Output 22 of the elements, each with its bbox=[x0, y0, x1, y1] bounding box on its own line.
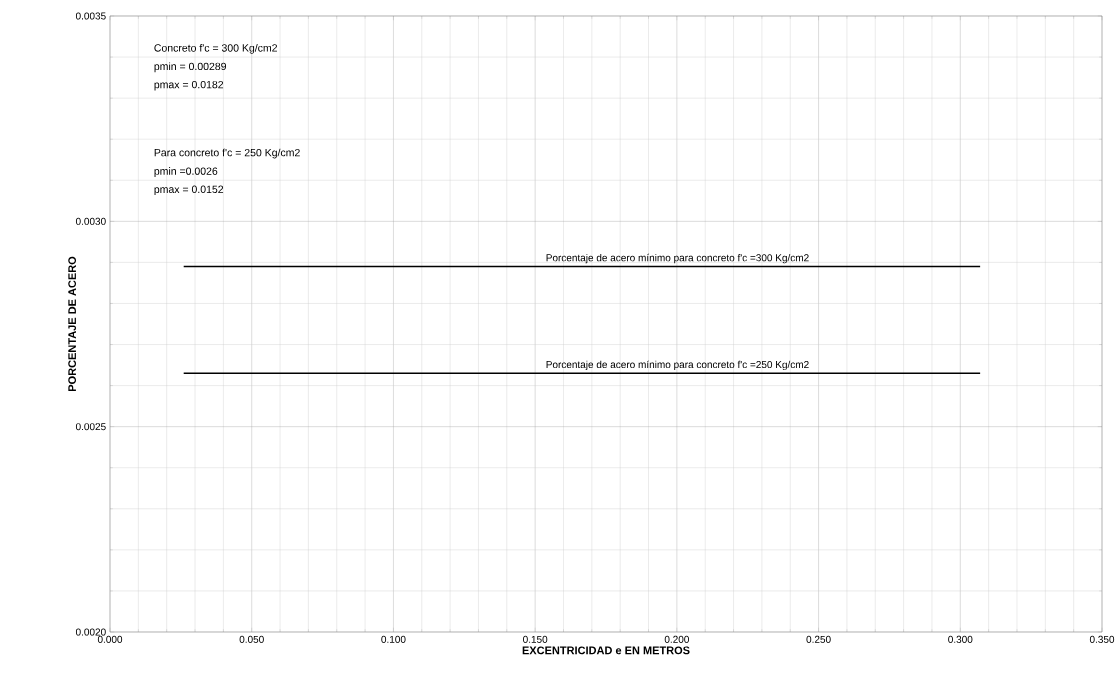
x-tick-label: 0.150 bbox=[523, 635, 548, 643]
series-label: Porcentaje de acero mínimo para concreto f'c =300 Kg/cm2 bbox=[546, 253, 809, 264]
y-tick-label: 0.0035 bbox=[75, 12, 106, 20]
y-tick-label: 0.0025 bbox=[75, 423, 106, 431]
y-axis-title: PORCENTAJE DE ACERO bbox=[68, 256, 77, 391]
x-tick-label: 0.050 bbox=[239, 635, 264, 643]
x-tick-label: 0.300 bbox=[948, 635, 973, 643]
x-axis-title: EXCENTRICIDAD e EN METROS bbox=[522, 646, 690, 655]
annotation: pmin = 0.00289 bbox=[154, 62, 227, 73]
x-tick-label: 0.000 bbox=[97, 635, 123, 643]
x-tick-label: 0.250 bbox=[806, 635, 831, 643]
annotation: pmin =0.0026 bbox=[154, 167, 218, 177]
annotation: Concreto f'c = 300 Kg/cm2 bbox=[154, 43, 277, 54]
annotation: pmax = 0.0152 bbox=[154, 185, 224, 196]
y-tick-label: 0.0030 bbox=[75, 217, 106, 225]
x-tick-label: 0.100 bbox=[381, 635, 406, 643]
series-label: Porcentaje de acero mínimo para concreto f'c =250 Kg/cm2 bbox=[546, 360, 809, 371]
x-tick-label: 0.200 bbox=[664, 635, 689, 643]
annotation: pmax = 0.0182 bbox=[154, 80, 224, 91]
y-tick-label: 0.0020 bbox=[75, 628, 106, 636]
annotation: Para concreto f'c = 250 Kg/cm2 bbox=[154, 148, 300, 159]
x-tick-label: 0.350 bbox=[1089, 635, 1115, 643]
